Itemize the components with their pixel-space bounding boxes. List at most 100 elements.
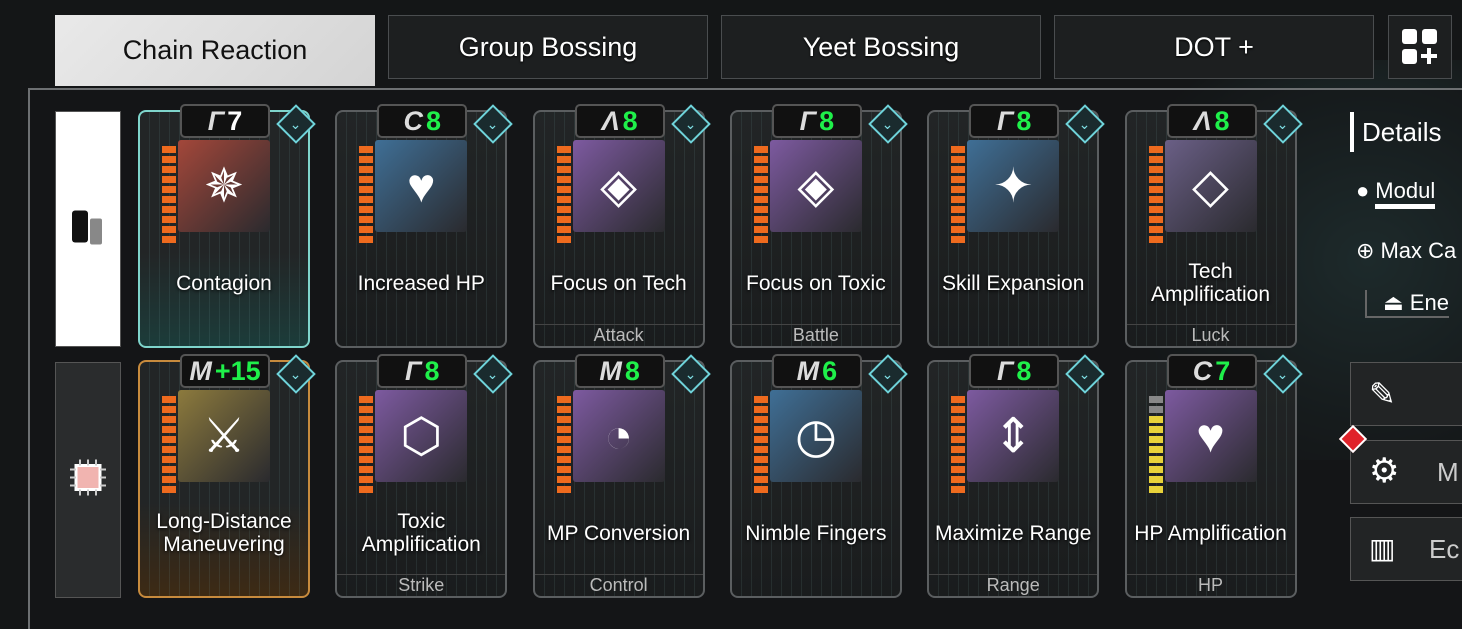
tab-group-bossing[interactable]: Group Bossing bbox=[388, 15, 708, 79]
rarity-bars bbox=[951, 146, 966, 243]
rarity-bar bbox=[359, 476, 374, 483]
rarity-bar bbox=[556, 176, 571, 183]
module-icon: ♥ bbox=[1164, 390, 1257, 482]
socket-type-icon: M bbox=[189, 355, 212, 386]
rarity-bar bbox=[556, 236, 571, 243]
module-icon: ⚔ bbox=[178, 390, 270, 482]
module-name: Increased HP bbox=[357, 271, 485, 295]
module-name: HP Amplification bbox=[1134, 521, 1287, 545]
rarity-bar bbox=[162, 196, 176, 203]
rarity-bar bbox=[556, 166, 571, 173]
rarity-bar bbox=[753, 426, 768, 433]
rarity-bars bbox=[359, 146, 374, 243]
rarity-bar bbox=[359, 226, 374, 233]
module-name: Maximize Range bbox=[934, 521, 1092, 545]
rarity-bar bbox=[753, 176, 768, 183]
socket-type-icon: C bbox=[1192, 355, 1213, 386]
rarity-bar bbox=[162, 436, 176, 443]
edit-button[interactable]: ✎ bbox=[1350, 362, 1462, 426]
rarity-bar bbox=[1148, 186, 1163, 193]
module-name: Skill Expansion bbox=[941, 271, 1085, 295]
rarity-bar bbox=[1148, 396, 1163, 403]
module-icon: ⇕ bbox=[967, 390, 1060, 482]
chip-slot[interactable] bbox=[55, 362, 121, 598]
socket-type-icon: Λ bbox=[1193, 105, 1212, 136]
capacity-value: 8 bbox=[1214, 105, 1230, 136]
rarity-bar bbox=[951, 476, 966, 483]
capacity-value: 8 bbox=[424, 355, 440, 386]
rarity-bar bbox=[753, 236, 768, 243]
rarity-bar bbox=[1148, 196, 1163, 203]
rarity-bar bbox=[162, 416, 176, 423]
rarity-bar bbox=[556, 446, 571, 453]
module-name: Focus on Toxic bbox=[746, 271, 886, 295]
rarity-bar bbox=[359, 486, 374, 493]
rarity-bars bbox=[1148, 396, 1163, 493]
tab-yeet-bossing[interactable]: Yeet Bossing bbox=[721, 15, 1041, 79]
rarity-bar bbox=[753, 396, 768, 403]
module-name: Contagion bbox=[176, 271, 272, 295]
rarity-bar bbox=[162, 396, 176, 403]
rarity-bar bbox=[359, 456, 374, 463]
tab-chain-reaction[interactable]: Chain Reaction bbox=[55, 15, 375, 86]
rarity-bar bbox=[162, 226, 176, 233]
capacity-value: 8 bbox=[426, 105, 442, 136]
rarity-bar bbox=[556, 216, 571, 223]
module-type: Battle bbox=[731, 324, 900, 346]
rarity-bar bbox=[359, 406, 374, 413]
descendant-module-slot[interactable] bbox=[55, 111, 121, 347]
module-icon: ✦ bbox=[967, 140, 1060, 232]
grid-add-button[interactable] bbox=[1388, 15, 1452, 79]
rarity-bars bbox=[753, 396, 768, 493]
rarity-bar bbox=[556, 186, 571, 193]
rarity-bar bbox=[556, 396, 571, 403]
module-settings-button[interactable]: ⚙ M bbox=[1350, 440, 1462, 504]
rarity-bar bbox=[753, 486, 768, 493]
details-heading: Details bbox=[1350, 112, 1441, 152]
rarity-bar bbox=[1148, 476, 1163, 483]
capacity-value: 7 bbox=[1215, 355, 1231, 386]
rarity-bar bbox=[753, 196, 768, 203]
module-icon: ✵ bbox=[178, 140, 270, 232]
energy-stat: ⏏ Ene bbox=[1365, 290, 1449, 318]
stats-button[interactable]: ▥ Ec bbox=[1350, 517, 1462, 581]
rarity-bar bbox=[162, 476, 176, 483]
rarity-bar bbox=[162, 206, 176, 213]
rarity-bar bbox=[951, 436, 966, 443]
socket-type-icon: Λ bbox=[601, 105, 620, 136]
module-icon: ◈ bbox=[769, 140, 862, 232]
rarity-bar bbox=[951, 166, 966, 173]
rarity-bar bbox=[951, 426, 966, 433]
rarity-bar bbox=[753, 456, 768, 463]
rarity-bar bbox=[753, 406, 768, 413]
capacity-value: 8 bbox=[622, 105, 638, 136]
socket-type-icon: Γ bbox=[207, 105, 225, 136]
rarity-bar bbox=[753, 416, 768, 423]
rarity-bar bbox=[162, 406, 176, 413]
rarity-bar bbox=[162, 446, 176, 453]
edit-icon: ✎ bbox=[1369, 376, 1396, 412]
tab-dot-plus[interactable]: DOT + bbox=[1054, 15, 1374, 79]
rarity-bar bbox=[951, 456, 966, 463]
rarity-bar bbox=[1148, 466, 1163, 473]
rarity-bar bbox=[359, 156, 374, 163]
module-card[interactable]: M +15 ⌄ ⚔ Long-Distance Maneuvering bbox=[138, 354, 316, 598]
rarity-bar bbox=[1148, 486, 1163, 493]
rarity-bar bbox=[359, 436, 374, 443]
rarity-bar bbox=[951, 466, 966, 473]
socket-type-icon: C bbox=[403, 105, 424, 136]
